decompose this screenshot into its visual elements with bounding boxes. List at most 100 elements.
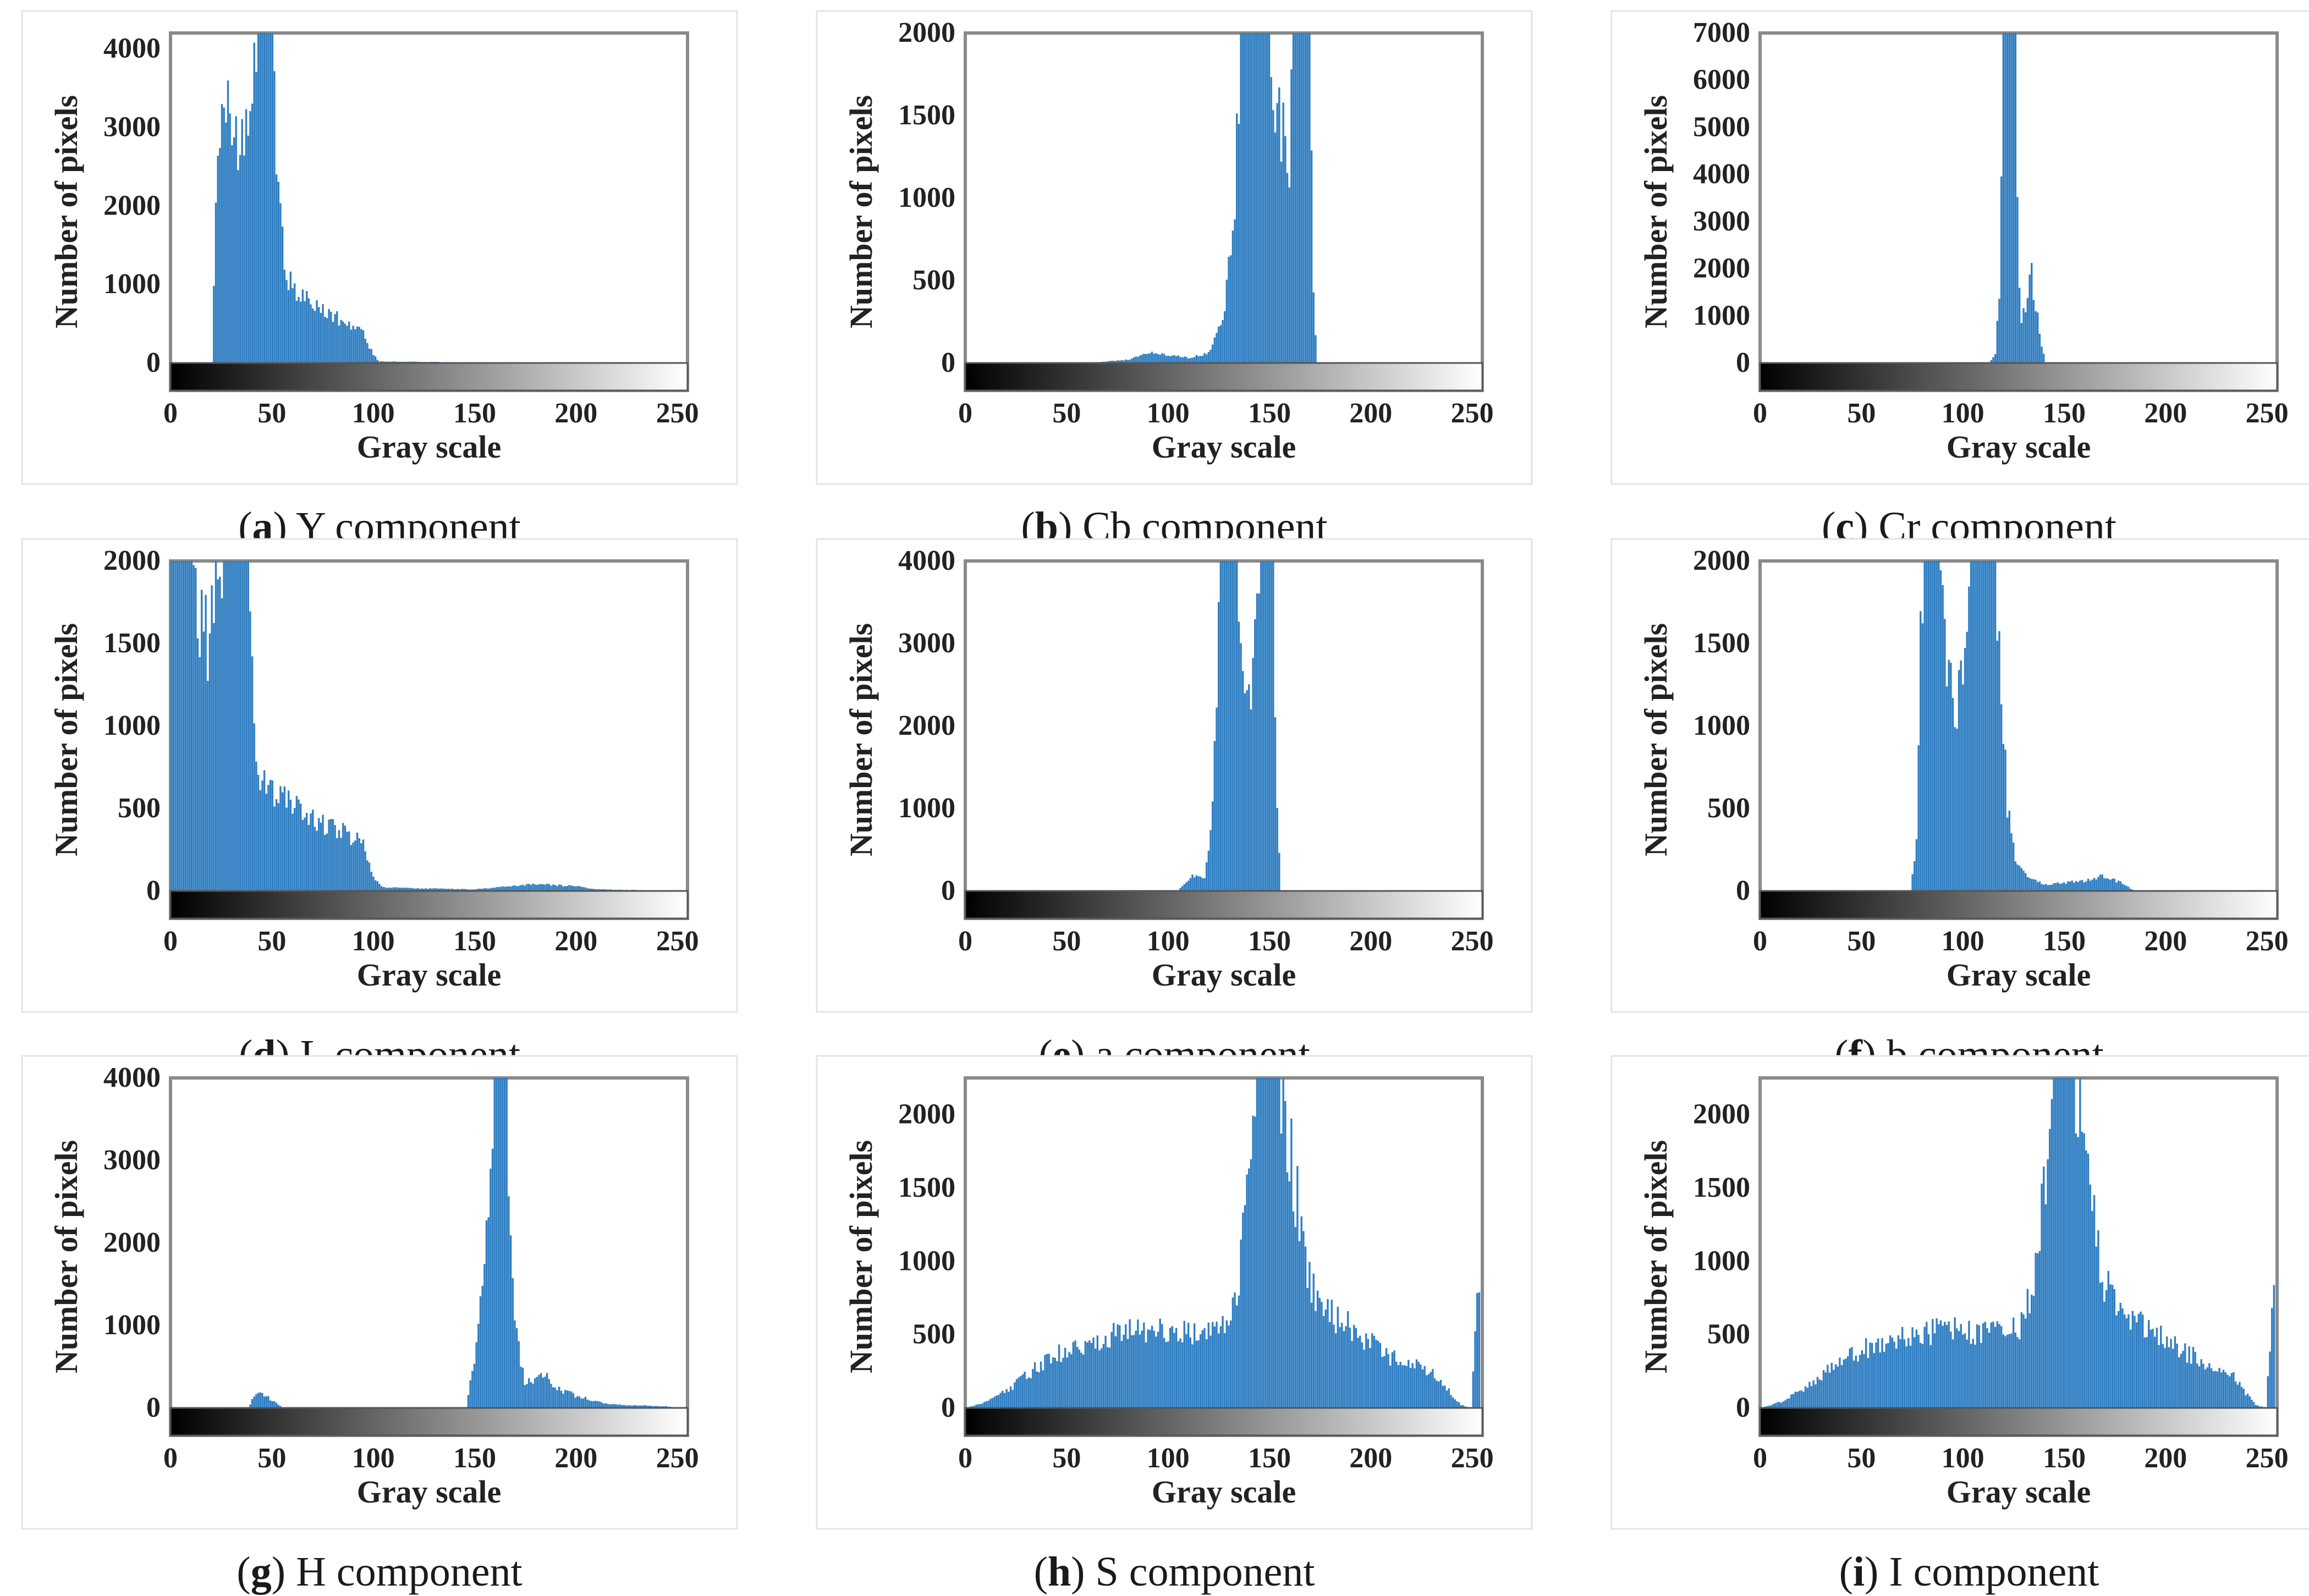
histogram-bar (1280, 1133, 1283, 1408)
histogram-bar (2269, 1351, 2271, 1408)
histogram-bar (619, 1404, 621, 1408)
histogram-bar (1187, 358, 1190, 363)
histogram-bar (1183, 1320, 1185, 1408)
histogram-bar (595, 1400, 597, 1408)
histogram-bar (1187, 1323, 1190, 1408)
histogram-bar (368, 862, 371, 891)
histogram-bar (267, 33, 270, 363)
y-tick-label: 3000 (103, 111, 161, 142)
histogram-bar (1114, 1336, 1117, 1408)
histogram-bar (2123, 884, 2126, 891)
histogram-bar (2206, 1367, 2208, 1408)
histogram-bar (1143, 354, 1145, 363)
x-tick-label: 50 (1052, 398, 1081, 429)
histogram-bar (332, 819, 334, 891)
histogram-bar (1964, 1333, 1966, 1408)
histogram-bar (2035, 1253, 2037, 1408)
histogram-bar (1256, 593, 1258, 891)
histogram-bar (1972, 1339, 1974, 1408)
histogram-bar (362, 839, 365, 891)
histogram-bar (2047, 885, 2049, 891)
histogram-bar (1399, 1362, 1401, 1408)
y-tick-label: 2000 (103, 1227, 161, 1258)
x-tick-label: 150 (453, 1443, 496, 1474)
histogram-bar (1165, 1342, 1167, 1408)
histogram-bar (1082, 1355, 1085, 1408)
x-tick-label: 200 (554, 398, 597, 429)
x-tick-label: 50 (257, 398, 286, 429)
histogram-bar (1179, 356, 1181, 363)
histogram-bar (1992, 357, 1994, 363)
histogram-bar (190, 561, 193, 891)
histogram-bar (509, 887, 512, 891)
histogram-bar (307, 824, 310, 891)
histogram-bar (1228, 257, 1230, 363)
histogram-bar (2111, 878, 2114, 891)
histogram-bar (2089, 880, 2091, 891)
histogram-bar (508, 886, 510, 891)
histogram-bar (1189, 878, 1191, 891)
histogram-bar (1914, 861, 1916, 891)
histogram-panel-i: 0 500 1000 1500 2000 0 50 100 150 200 250 Gray scal… (1610, 1055, 2309, 1595)
histogram-bar (1248, 1168, 1250, 1408)
histogram-bar (1187, 880, 1190, 891)
histogram-bar (502, 1078, 504, 1408)
histogram-bar (1137, 1319, 1139, 1408)
histogram-bar (2004, 33, 2006, 363)
histogram-bar (1929, 1345, 1932, 1408)
histogram-bar (392, 887, 395, 891)
x-axis-title: Gray scale (357, 1474, 502, 1510)
x-tick-label: 50 (257, 1443, 286, 1474)
histogram-bar (1982, 561, 1984, 891)
histogram-bar (2198, 1366, 2201, 1408)
histogram-bar (508, 1196, 510, 1408)
histogram-bar (1996, 640, 1998, 891)
histogram-bar (171, 561, 173, 891)
x-axis-title: Gray scale (1152, 429, 1296, 465)
histogram-bar (1199, 356, 1202, 363)
histogram-bar (1393, 1350, 1395, 1408)
x-tick-label: 150 (2043, 398, 2086, 429)
histogram-bar (521, 1368, 524, 1408)
histogram-bar (1439, 1379, 1442, 1408)
histogram-bar (1274, 1078, 1277, 1408)
histogram-bar (2006, 817, 2009, 891)
histogram-bar (556, 885, 558, 891)
histogram-bar (306, 291, 308, 363)
histogram-bar (2220, 1372, 2223, 1408)
histogram-bar (2026, 1289, 2029, 1408)
histogram-bar (1984, 1322, 1986, 1408)
histogram-bar (1213, 741, 1216, 891)
histogram-bar (2239, 1382, 2241, 1408)
histogram-bar (1225, 1320, 1228, 1408)
histogram-bar (301, 819, 304, 891)
histogram-bar (1970, 561, 1972, 891)
histogram-bar (449, 889, 452, 891)
histogram-bar (1157, 1331, 1159, 1408)
histogram-bar (1210, 830, 1212, 891)
histogram-bar (205, 595, 207, 891)
histogram-bar (1879, 1352, 1882, 1408)
histogram-bar (2194, 1352, 2196, 1408)
histogram-bar (326, 833, 328, 891)
histogram-bar (340, 838, 342, 891)
histogram-bar (1193, 877, 1196, 891)
histogram-bar (1837, 1366, 1839, 1408)
histogram-bar (586, 1400, 589, 1408)
histogram-bar (1932, 1319, 1934, 1408)
histogram-bar (306, 813, 308, 891)
histogram-panel-d: 0 500 1000 1500 2000 0 50 100 150 200 250 Gray scal… (21, 538, 738, 1078)
histogram-bar (1157, 354, 1159, 363)
histogram-bar (1417, 1362, 1420, 1408)
histogram-chart-c: 0 1000 2000 3000 4000 5000 6000 7000 0 50 100 150 20… (1610, 10, 2309, 485)
histogram-bar (2174, 1336, 2176, 1408)
histogram-bar (398, 888, 401, 891)
histogram-bar (1169, 356, 1172, 363)
histogram-bar (1147, 1329, 1149, 1408)
histogram-bar (2107, 878, 2109, 891)
histogram-bar (457, 889, 459, 891)
histogram-bar (2131, 1311, 2134, 1408)
x-tick-label: 50 (1847, 1443, 1876, 1474)
histogram-bar (1262, 561, 1265, 891)
plot-frame (1758, 559, 2279, 920)
